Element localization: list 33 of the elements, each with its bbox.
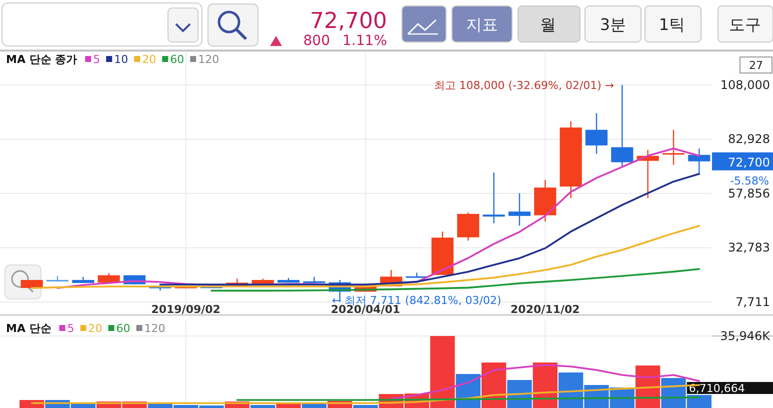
legend-label: 20 (142, 53, 156, 66)
legend-title: MA 단순 (6, 322, 52, 335)
legend-label: 120 (144, 322, 166, 335)
legend-label: 10 (114, 53, 128, 66)
y-tick-label: 7,711 (736, 294, 770, 309)
legend-label: 5 (67, 322, 74, 335)
y-tick-label: 108,000 (720, 78, 770, 92)
text: 72,700 (728, 155, 770, 170)
text: -5.58% (730, 174, 769, 188)
legend-label: 120 (198, 53, 220, 66)
text: 800 (303, 33, 330, 49)
y-tick-label: 57,856 (728, 186, 770, 200)
text: 1틱 (658, 15, 686, 34)
y-tick-label: 32,783 (728, 240, 770, 255)
data-label: 6,710,664 (688, 382, 745, 395)
x-tick-label: 2020/04/01 (330, 303, 400, 316)
text: 3분 (600, 15, 626, 34)
text: 월 (540, 15, 556, 34)
annotation: 최고 108,000 (-32.69%, 02/01) → (434, 78, 614, 92)
legend-title: MA 단순 종가 (6, 53, 78, 66)
legend-label: 60 (170, 53, 184, 66)
legend-label: 60 (116, 322, 130, 335)
text: 도구 (729, 15, 761, 34)
text: 72,700 (310, 9, 387, 34)
x-tick-label: 2020/11/02 (510, 303, 580, 316)
x-tick-label: 2019/09/02 (151, 303, 220, 316)
legend-label: 20 (88, 322, 102, 335)
text: 지표 (466, 15, 498, 34)
y-tick-label: 35,946K (720, 329, 772, 343)
text: 27 (749, 59, 763, 72)
y-tick-label: 82,928 (728, 132, 770, 146)
legend-label: 5 (93, 53, 100, 66)
text: 1.11% (342, 33, 387, 49)
